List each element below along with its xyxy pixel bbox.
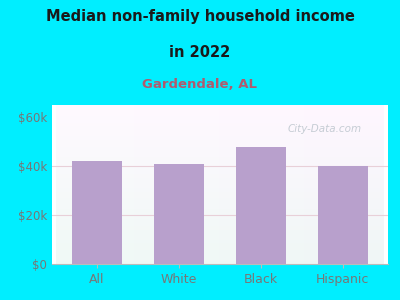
Bar bbox=[72, 161, 122, 264]
Text: in 2022: in 2022 bbox=[169, 45, 231, 60]
Text: Median non-family household income: Median non-family household income bbox=[46, 9, 354, 24]
Bar bbox=[318, 166, 368, 264]
Text: Gardendale, AL: Gardendale, AL bbox=[142, 78, 258, 91]
Bar bbox=[236, 147, 286, 264]
Bar bbox=[154, 164, 204, 264]
Text: City-Data.com: City-Data.com bbox=[287, 124, 361, 134]
